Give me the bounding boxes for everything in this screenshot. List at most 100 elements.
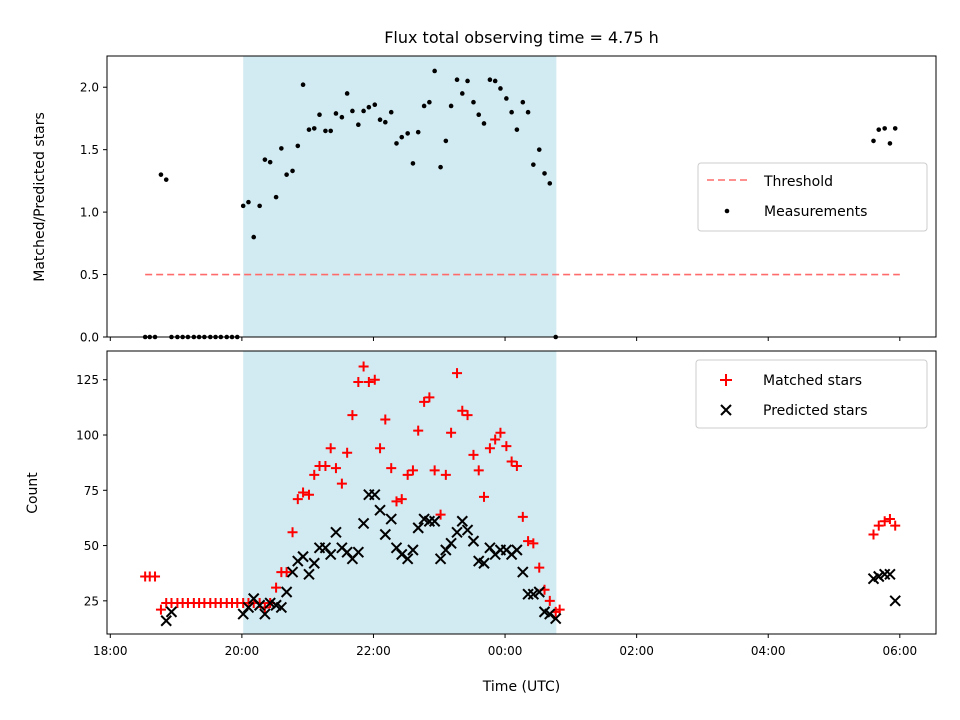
predicted-star-point bbox=[445, 537, 457, 550]
measurement-point bbox=[350, 108, 355, 114]
measurement-point bbox=[542, 171, 547, 176]
matched-star-point bbox=[429, 465, 440, 476]
matched-star-point bbox=[303, 489, 314, 500]
measurement-point bbox=[410, 161, 416, 166]
matched-star-point bbox=[320, 460, 331, 471]
predicted-star-point bbox=[242, 601, 255, 614]
bottom-y-ticks: 25 50 75 100 125 bbox=[76, 373, 107, 608]
matched-star-point bbox=[457, 405, 468, 416]
measurement-point bbox=[438, 164, 443, 170]
bottom-panel: 25 50 75 100 125 18:00 20:00 22:00 00:00 02:00 04… bbox=[25, 350, 937, 695]
legend-matched-swatch bbox=[720, 374, 732, 386]
matched-star-point bbox=[287, 527, 298, 538]
predicted-star-point bbox=[544, 608, 556, 620]
x-tick-label: 02:00 bbox=[619, 644, 654, 658]
x-tick-label: 22:00 bbox=[356, 644, 391, 658]
bottom-y-tick-label: 125 bbox=[76, 373, 99, 387]
matched-star-point bbox=[517, 511, 528, 522]
measurement-point bbox=[536, 147, 542, 152]
top-y-ticks: 0.0 0.5 1.0 1.5 2.0 bbox=[80, 81, 107, 345]
legend-predicted-swatch bbox=[720, 404, 732, 416]
matched-star-point bbox=[271, 582, 282, 593]
measurement-point bbox=[525, 109, 531, 115]
measurement-point bbox=[547, 181, 553, 186]
measurement-point bbox=[377, 117, 383, 122]
measurement-point bbox=[306, 127, 312, 132]
measurement-point bbox=[163, 177, 169, 182]
predicted-star-point bbox=[884, 568, 896, 581]
measurement-point bbox=[476, 112, 482, 117]
predicted-star-point bbox=[357, 517, 370, 530]
measurement-point bbox=[279, 146, 284, 151]
matched-star-point bbox=[413, 425, 424, 436]
matched-star-point bbox=[435, 509, 446, 520]
bottom-y-axis-label: Count bbox=[25, 472, 41, 514]
measurement-point bbox=[295, 143, 301, 149]
matched-star-point bbox=[309, 469, 320, 480]
matched-star-point bbox=[473, 465, 484, 476]
count-points bbox=[140, 361, 901, 627]
x-tick-label: 06:00 bbox=[883, 644, 918, 658]
matched-star-point bbox=[292, 494, 303, 505]
measurement-point bbox=[492, 78, 498, 84]
measurement-point bbox=[415, 129, 421, 135]
measurement-point bbox=[520, 99, 526, 105]
top-legend: Threshold Measurements bbox=[697, 162, 928, 232]
predicted-star-point bbox=[396, 548, 408, 561]
measurement-point bbox=[459, 91, 465, 96]
x-tick-label: 00:00 bbox=[488, 644, 523, 658]
top-y-axis-label: Matched/Predicted stars bbox=[32, 112, 48, 282]
predicted-star-point bbox=[434, 553, 447, 565]
predicted-star-point bbox=[407, 544, 419, 556]
top-highlight-span bbox=[243, 56, 557, 337]
legend-matched-label: Matched stars bbox=[763, 373, 862, 389]
x-tick-label: 18:00 bbox=[93, 644, 128, 658]
measurement-point bbox=[366, 104, 372, 110]
predicted-star-point bbox=[297, 550, 309, 563]
predicted-star-point bbox=[385, 513, 397, 525]
predicted-star-point bbox=[160, 615, 172, 627]
predicted-star-point bbox=[511, 544, 523, 556]
measurement-point bbox=[284, 172, 289, 177]
predicted-star-point bbox=[533, 586, 545, 598]
measurement-point bbox=[356, 122, 361, 127]
measurement-point bbox=[246, 199, 251, 205]
measurement-point bbox=[333, 111, 339, 116]
matched-star-point bbox=[342, 447, 353, 458]
measurement-point bbox=[273, 194, 279, 200]
predicted-star-point bbox=[889, 595, 901, 607]
predicted-star-point bbox=[286, 566, 299, 578]
predicted-star-point bbox=[259, 608, 271, 620]
measurement-point bbox=[372, 102, 378, 108]
matched-star-point bbox=[402, 469, 413, 480]
top-legend-box bbox=[697, 162, 928, 232]
matched-star-point bbox=[424, 392, 435, 403]
matched-star-point bbox=[347, 410, 358, 421]
legend-measurements-label: Measurements bbox=[764, 204, 867, 220]
matched-star-point bbox=[440, 469, 451, 480]
measurement-point bbox=[328, 128, 333, 134]
matched-star-point bbox=[534, 562, 545, 573]
measurement-point bbox=[421, 103, 427, 109]
legend-measurements-swatch bbox=[724, 208, 730, 214]
measurement-point bbox=[487, 77, 493, 83]
bottom-legend: Matched stars Predicted stars bbox=[695, 359, 928, 429]
matched-star-point bbox=[490, 434, 501, 445]
measurement-points bbox=[142, 68, 898, 340]
matched-star-point bbox=[528, 538, 539, 549]
measurement-point bbox=[432, 68, 437, 74]
predicted-star-point bbox=[527, 588, 540, 600]
matched-star-point bbox=[873, 520, 884, 531]
chart-title: Flux total observing time = 4.75 h bbox=[384, 28, 659, 47]
predicted-star-point bbox=[379, 528, 392, 541]
matched-star-point bbox=[506, 456, 517, 467]
measurement-point bbox=[399, 134, 405, 140]
bottom-y-tick-label: 50 bbox=[84, 539, 99, 553]
matched-star-point bbox=[155, 604, 166, 615]
bottom-axes-frame bbox=[106, 350, 937, 635]
measurement-point bbox=[481, 121, 487, 126]
matched-star-point bbox=[868, 529, 879, 540]
matched-star-point bbox=[544, 595, 555, 606]
predicted-star-point bbox=[401, 553, 414, 565]
